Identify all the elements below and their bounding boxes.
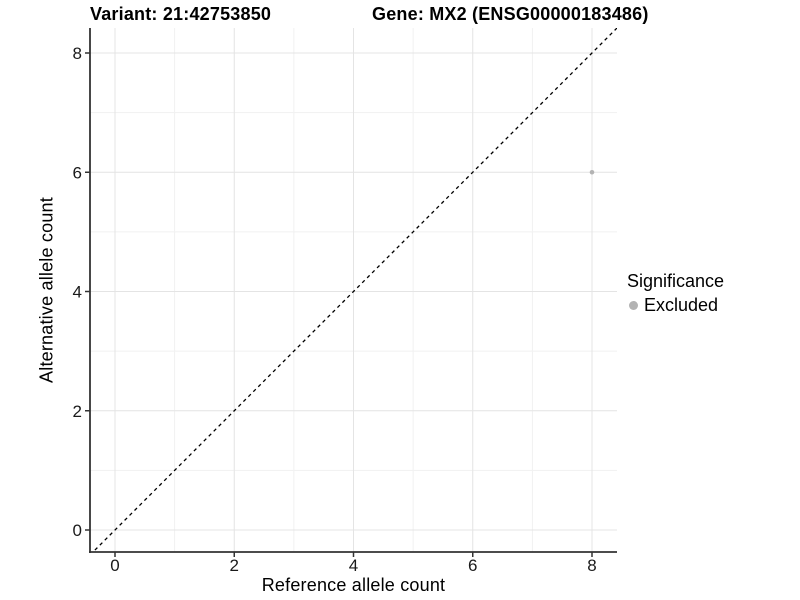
y-axis-title: Alternative allele count	[36, 197, 57, 383]
legend-title: Significance	[627, 271, 725, 291]
y-tick-label: 6	[73, 163, 82, 182]
legend-item-excluded: Excluded	[627, 295, 724, 316]
y-tick-label: 2	[73, 402, 82, 421]
y-tick-label: 8	[73, 44, 82, 63]
x-axis-title: Reference allele count	[261, 575, 446, 595]
x-tick-label: 6	[468, 556, 477, 575]
data-point	[589, 169, 595, 175]
x-tick-label: 4	[349, 556, 358, 575]
x-tick-label: 2	[230, 556, 239, 575]
identity-line	[92, 28, 617, 552]
variant-title: Variant: 21:42753850	[90, 4, 272, 24]
x-tick-label: 8	[587, 556, 596, 575]
y-tick-label: 0	[73, 521, 82, 540]
legend-item-label: Excluded	[644, 295, 719, 315]
legend-dot-icon	[629, 301, 638, 310]
x-tick-label: 0	[110, 556, 119, 575]
gene-title: Gene: MX2 (ENSG00000183486)	[372, 4, 649, 24]
legend: Significance Excluded	[627, 271, 724, 316]
y-tick-label: 4	[73, 283, 82, 302]
